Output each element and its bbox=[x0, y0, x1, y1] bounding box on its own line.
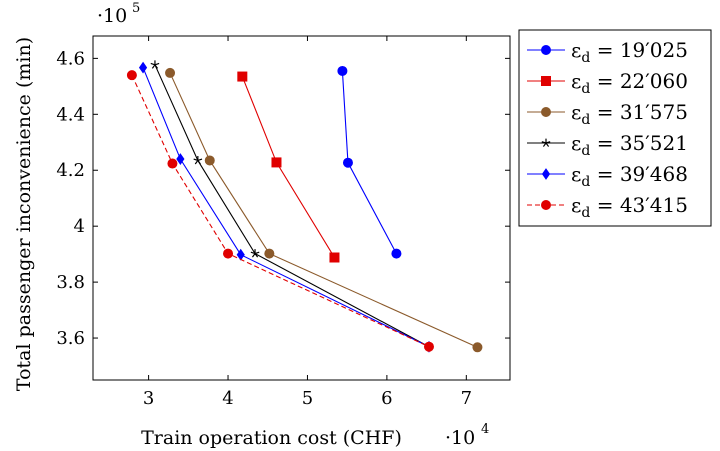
legend-label: εd = 19′025 bbox=[571, 38, 688, 66]
legend-label: εd = 35′521 bbox=[571, 131, 688, 159]
x-axis-label: Train operation cost (CHF) bbox=[141, 427, 402, 449]
series-3 bbox=[165, 67, 483, 353]
legend-marker bbox=[541, 138, 551, 147]
series-6 bbox=[126, 70, 434, 352]
series-2 bbox=[237, 71, 340, 263]
x-tick-label: 4 bbox=[222, 388, 233, 409]
y-tick-label: 4.4 bbox=[56, 104, 85, 125]
legend-marker bbox=[541, 168, 551, 180]
y-tick-label: 4 bbox=[74, 216, 85, 237]
legend-item-1: εd = 19′025 bbox=[527, 38, 688, 66]
legend-item-2: εd = 22′060 bbox=[527, 69, 688, 97]
series-line bbox=[131, 74, 430, 348]
series-line bbox=[154, 64, 430, 348]
legend-label: εd = 39′468 bbox=[571, 162, 688, 190]
legend-marker bbox=[541, 45, 552, 56]
legend-item-4: εd = 35′521 bbox=[527, 131, 688, 159]
legend-marker bbox=[541, 107, 552, 118]
legend-box bbox=[518, 29, 712, 227]
legend-label: εd = 31′575 bbox=[571, 100, 688, 128]
legend-label: εd = 43′415 bbox=[571, 193, 688, 221]
plot-frame bbox=[92, 35, 511, 381]
legend-item-6: εd = 43′415 bbox=[527, 193, 688, 221]
series-4 bbox=[150, 60, 434, 351]
data-point bbox=[264, 248, 275, 259]
data-point bbox=[237, 71, 248, 82]
y-axis-label: Total passenger inconvenience (min) bbox=[13, 37, 35, 391]
series-line bbox=[142, 67, 430, 348]
data-point bbox=[472, 342, 483, 353]
series-line bbox=[241, 76, 335, 258]
x-tick-label: 6 bbox=[381, 388, 392, 409]
data-point bbox=[223, 248, 234, 259]
data-point bbox=[271, 157, 282, 168]
y-tick-label: 3.6 bbox=[56, 328, 85, 349]
y-multiplier: ·10 bbox=[97, 5, 127, 27]
series-line bbox=[169, 72, 478, 348]
x-multiplier: ·10 bbox=[445, 427, 475, 449]
x-tick-label: 7 bbox=[461, 388, 472, 409]
data-point bbox=[337, 65, 348, 76]
data-point bbox=[329, 252, 340, 263]
legend-marker bbox=[541, 76, 552, 87]
x-tick-label: 5 bbox=[302, 388, 313, 409]
data-point bbox=[423, 341, 434, 352]
y-multiplier-exponent: 5 bbox=[132, 1, 140, 16]
plot-area bbox=[126, 60, 483, 353]
legend-label: εd = 22′060 bbox=[571, 69, 688, 97]
x-tick-label: 3 bbox=[143, 388, 154, 409]
legend: εd = 19′025 εd = 22′060 εd = 31′575 εd = 35… bbox=[518, 29, 712, 227]
data-point bbox=[193, 156, 203, 165]
series-5 bbox=[138, 61, 434, 353]
y-tick-label: 4.6 bbox=[56, 48, 85, 69]
data-point bbox=[391, 248, 402, 259]
data-point bbox=[342, 157, 353, 168]
data-point bbox=[165, 67, 176, 78]
y-tick-label: 3.8 bbox=[56, 272, 85, 293]
data-point bbox=[126, 70, 137, 81]
data-point bbox=[250, 249, 260, 258]
data-point bbox=[138, 61, 148, 74]
y-tick-label: 4.2 bbox=[56, 160, 85, 181]
legend-marker bbox=[541, 199, 552, 210]
axes: 3 4 5 6 7 3.6 3.8 4 4.2 4.4 4.6 Train operation cos… bbox=[13, 1, 511, 449]
series-1 bbox=[337, 65, 402, 259]
x-multiplier-exponent: 4 bbox=[481, 422, 489, 437]
data-point bbox=[167, 158, 178, 169]
data-point bbox=[176, 153, 185, 165]
legend-item-5: εd = 39′468 bbox=[527, 162, 688, 190]
legend-item-3: εd = 31′575 bbox=[527, 100, 688, 128]
data-point bbox=[204, 155, 215, 166]
data-point bbox=[150, 60, 160, 69]
